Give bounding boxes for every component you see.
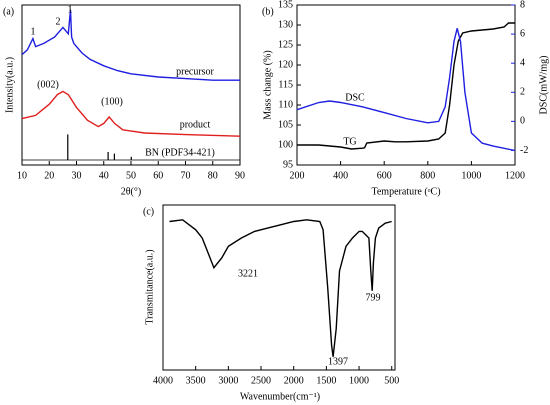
x-tick-label: 10 (17, 170, 27, 181)
annotation: product (180, 119, 211, 130)
x-tick-label: 80 (208, 170, 218, 181)
annotation: TG (343, 136, 356, 147)
x-tick-label: 3000 (218, 375, 238, 386)
data-line (21, 90, 241, 137)
x-tick-label: 800 (420, 170, 435, 181)
y-tick-label: 100 (278, 139, 293, 150)
panel-label: (b) (262, 6, 274, 17)
x-tick-label: 2000 (284, 375, 304, 386)
data-line (169, 219, 392, 357)
annotation: 1397 (328, 356, 348, 367)
x-tick-label: 2500 (251, 375, 271, 386)
y2-tick-label: 0 (520, 116, 525, 127)
annotation: 1 (31, 26, 36, 37)
y-tick-label: 130 (278, 19, 293, 30)
x-tick-label: 1000 (349, 375, 369, 386)
data-line (296, 28, 516, 152)
x-tick-label: 40 (99, 170, 109, 181)
x-tick-label: 30 (72, 170, 82, 181)
annotation: 799 (366, 292, 381, 303)
y-axis-label: Intensity(a.u.) (4, 57, 15, 113)
y-axis-label: Transmitance(a.u.) (144, 249, 155, 324)
annotation: (100) (101, 96, 123, 107)
y-tick-label: 95 (283, 159, 293, 170)
annotation: 1 (68, 4, 73, 15)
x-tick-label: 1000 (461, 170, 481, 181)
x-tick-label: 4000 (153, 375, 173, 386)
x-tick-label: 90 (235, 170, 245, 181)
annotation: precursor (176, 66, 214, 77)
x-tick-label: 600 (377, 170, 392, 181)
y-axis-label: Mass change (%) (262, 50, 273, 119)
plot-frame (296, 4, 516, 166)
y-tick-label: 120 (278, 59, 293, 70)
y-tick-label: 135 (278, 0, 293, 10)
panel-label: (c) (143, 206, 154, 217)
x-tick-label: 20 (44, 170, 54, 181)
x-tick-label: 3500 (186, 375, 206, 386)
y-tick-label: 115 (278, 79, 293, 90)
x-tick-label: 1500 (316, 375, 336, 386)
annotation: (002) (37, 79, 59, 90)
data-line (297, 22, 515, 150)
annotation: BN (PDF34-421) (145, 147, 215, 158)
x-axis-label: Temperature (ᵒC) (371, 186, 440, 197)
y2-tick-label: 2 (520, 87, 525, 98)
y-tick-label: 110 (278, 99, 293, 110)
panel-label: (a) (3, 6, 14, 17)
x-tick-label: 400 (333, 170, 348, 181)
plot-frame (162, 204, 396, 371)
y2-tick-label: -2 (520, 145, 528, 156)
x-tick-label: 70 (181, 170, 191, 181)
annotation: DSC (345, 92, 365, 103)
y2-tick-label: 6 (520, 28, 525, 39)
x-tick-label: 200 (290, 170, 305, 181)
y-tick-label: 125 (278, 39, 293, 50)
y-tick-label: 105 (278, 119, 293, 130)
x-axis-label: 2θ(°) (121, 186, 141, 197)
annotation: 3221 (238, 268, 258, 279)
x-axis-label: Wavenumber(cm⁻¹) (240, 391, 320, 402)
y2-axis-label: DSC(mW/mg) (538, 56, 549, 115)
y2-tick-label: 4 (520, 57, 525, 68)
x-tick-label: 1200 (505, 170, 525, 181)
y2-tick-label: 8 (520, 0, 525, 10)
data-line (21, 9, 240, 81)
annotation: 2 (56, 16, 61, 27)
x-tick-label: 500 (384, 375, 399, 386)
x-tick-label: 50 (126, 170, 136, 181)
x-tick-label: 60 (153, 170, 163, 181)
